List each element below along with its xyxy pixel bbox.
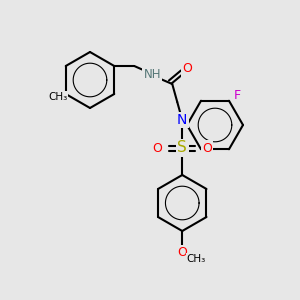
Text: O: O	[182, 62, 192, 76]
Text: CH₃: CH₃	[48, 92, 68, 102]
Text: CH₃: CH₃	[187, 254, 206, 264]
Text: O: O	[202, 142, 212, 154]
Text: NH: NH	[143, 68, 161, 80]
Text: S: S	[177, 140, 187, 155]
Text: N: N	[177, 113, 188, 127]
Text: O: O	[152, 142, 162, 154]
Text: O: O	[177, 247, 187, 260]
Text: F: F	[233, 89, 241, 102]
